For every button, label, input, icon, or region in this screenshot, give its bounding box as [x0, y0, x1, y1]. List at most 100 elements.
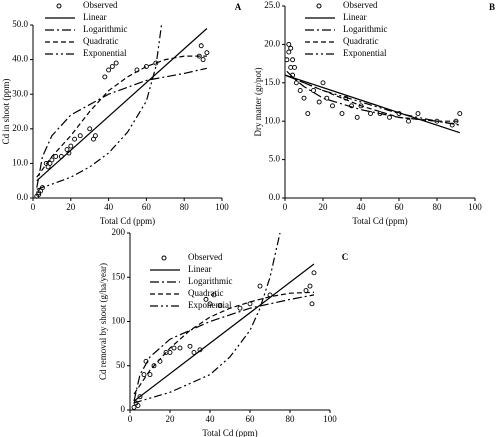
x-tick-label: 20 — [319, 202, 329, 212]
legend-label: Logarithmic — [83, 24, 128, 34]
observed-point — [187, 343, 193, 349]
observed-point — [316, 99, 322, 105]
y-tick-label: 0.0 — [17, 192, 29, 202]
legend-marker — [161, 255, 167, 261]
observed-point — [309, 301, 315, 307]
x-tick-label: 40 — [104, 202, 114, 212]
observed-point — [177, 345, 183, 351]
y-tick-label: 15.0 — [264, 77, 280, 87]
observed-point — [284, 57, 290, 63]
y-axis-label: Cd in shoot (ppm) — [1, 79, 11, 145]
observed-point — [151, 363, 157, 369]
x-tick-label: 100 — [215, 202, 229, 212]
observed-point — [320, 80, 326, 86]
observed-point — [191, 350, 197, 355]
observed-point — [305, 111, 311, 116]
x-tick-label: 40 — [206, 414, 216, 424]
observed-point — [68, 143, 74, 149]
y-tick-label: 50.0 — [12, 19, 28, 29]
y-tick-label: 10.0 — [264, 115, 280, 125]
observed-point — [135, 403, 141, 409]
observed-point — [141, 372, 147, 378]
x-tick-label: 0 — [31, 202, 36, 212]
observed-point — [293, 80, 299, 86]
observed-point — [171, 345, 177, 351]
observed-point — [286, 41, 292, 47]
chart-panel: 0.0 10.0 20.0 30.0 40.0 50.0 0 20 40 60 80 100 Total… — [1, 0, 242, 226]
x-tick-label: 80 — [180, 202, 190, 212]
observed-point — [307, 283, 313, 289]
observed-point — [87, 126, 93, 132]
observed-point — [339, 111, 345, 116]
x-tick-label: 60 — [142, 202, 152, 212]
legend-marker — [316, 3, 322, 9]
legend-label: Exponential — [343, 48, 387, 58]
x-tick-label: 80 — [286, 414, 296, 424]
y-axis-label: Dry matter (gr/pot) — [253, 68, 263, 137]
observed-point — [131, 404, 137, 410]
fit-line — [284, 74, 460, 134]
fit-line — [284, 74, 460, 122]
fit-line — [133, 232, 281, 404]
y-tick-label: 200 — [112, 227, 126, 237]
observed-point — [406, 118, 411, 124]
observed-point — [303, 288, 309, 293]
x-tick-label: 100 — [323, 414, 337, 424]
fit-line — [133, 294, 315, 402]
y-tick-label: 150 — [112, 271, 126, 281]
observed-point — [449, 122, 455, 128]
y-tick-label: 100 — [112, 316, 126, 326]
x-tick-label: 0 — [128, 414, 133, 424]
observed-point — [72, 136, 78, 142]
fit-line — [36, 55, 207, 178]
fit-line — [284, 74, 460, 126]
observed-point — [167, 350, 173, 355]
observed-point — [457, 111, 463, 116]
y-tick-label: 0.0 — [269, 192, 281, 202]
observed-point — [301, 95, 307, 101]
y-tick-label: 50 — [116, 360, 126, 370]
observed-point — [153, 60, 159, 66]
legend-label: Linear — [343, 12, 366, 22]
x-tick-label: 60 — [246, 414, 256, 424]
x-axis-label: Total Cd (ppm) — [100, 216, 155, 226]
observed-point — [137, 394, 143, 400]
y-tick-label: 30.0 — [12, 88, 28, 98]
x-tick-label: 40 — [357, 202, 367, 212]
panel-label: C — [342, 252, 349, 262]
y-tick-label: 20.0 — [264, 38, 280, 48]
observed-point — [330, 103, 335, 109]
observed-point — [92, 133, 98, 139]
observed-point — [354, 114, 360, 120]
observed-point — [368, 111, 373, 116]
y-axis-label: Cd removal by shoot (g/ha/year) — [98, 263, 108, 380]
observed-point — [311, 270, 317, 276]
observed-point — [217, 303, 223, 309]
observed-point — [286, 49, 292, 55]
x-tick-label: 20 — [166, 414, 176, 424]
observed-point — [109, 64, 115, 69]
y-tick-label: 10.0 — [12, 157, 28, 167]
legend-label: Exponential — [83, 48, 127, 58]
legend-label: Quadratic — [343, 36, 378, 46]
panel-label: A — [235, 2, 242, 12]
y-tick-label: 5.0 — [269, 154, 281, 164]
observed-point — [237, 305, 243, 311]
legend-label: Quadratic — [83, 36, 118, 46]
observed-point — [198, 43, 204, 49]
legend-label: Logarithmic — [343, 24, 388, 34]
legend-label: Exponential — [188, 300, 232, 310]
x-tick-label: 20 — [66, 202, 76, 212]
observed-point — [257, 283, 263, 289]
y-tick-label: 0 — [121, 404, 126, 414]
chart-panel: 0.0 5.0 10.0 15.0 20.0 25.0 0 20 40 60 80 100 Total … — [253, 0, 495, 226]
observed-point — [53, 154, 59, 159]
fit-line — [133, 263, 315, 402]
legend-label: Quadratic — [188, 288, 223, 298]
legend-label: Linear — [188, 264, 211, 274]
observed-point — [106, 67, 112, 73]
observed-point — [147, 372, 153, 378]
x-axis-label: Total Cd (ppm) — [352, 216, 407, 226]
observed-point — [113, 60, 119, 66]
